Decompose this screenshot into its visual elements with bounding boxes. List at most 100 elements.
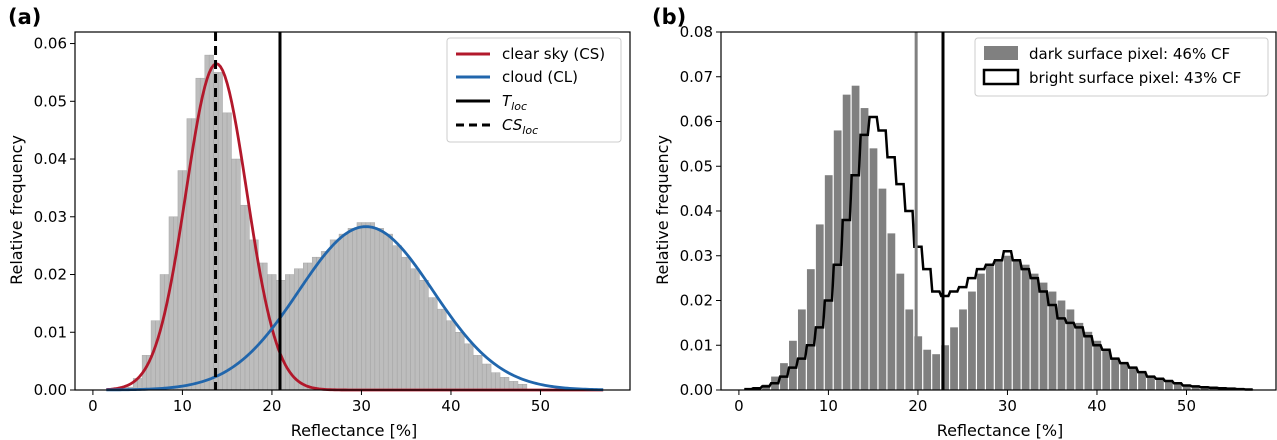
histogram-bar — [329, 239, 335, 391]
histogram-bar — [361, 222, 367, 391]
legend-t-loc-base: T — [502, 92, 513, 110]
y-tick-label: 0.03 — [34, 208, 67, 226]
filled-bar — [1138, 372, 1146, 390]
legend-cs-loc-base: CS — [502, 116, 523, 134]
filled-bar — [878, 188, 887, 391]
y-tick-label: 0.04 — [34, 150, 67, 168]
histogram-bar — [437, 308, 443, 391]
y-tick-label: 0.07 — [680, 68, 713, 86]
filled-bar — [923, 349, 932, 390]
x-tick-label: 50 — [1177, 397, 1196, 415]
histogram-bar — [495, 372, 501, 391]
histogram-bar — [419, 280, 425, 391]
histogram-bar — [397, 245, 402, 391]
histogram-bar — [414, 268, 420, 391]
y-tick-label: 0.00 — [680, 381, 713, 399]
y-tick-label: 0.01 — [680, 336, 713, 354]
panel-b-xlabel: Reflectance [%] — [937, 421, 1064, 440]
x-tick-label: 40 — [1087, 397, 1106, 415]
legend-label-t-loc: Tloc — [502, 92, 527, 113]
y-tick-label: 0.03 — [680, 247, 713, 265]
histogram-bar — [370, 222, 375, 391]
filled-bar — [1129, 367, 1137, 391]
panel-a-legend: clear sky (CS) cloud (CL) Tloc CSloc — [446, 37, 622, 143]
histogram-bar — [294, 268, 299, 391]
histogram-bar — [235, 158, 241, 391]
panel-a-xlabel: Reflectance [%] — [291, 421, 418, 440]
histogram-bar — [450, 320, 456, 391]
y-tick-label: 0.02 — [34, 266, 67, 284]
filled-bar — [1066, 309, 1075, 390]
histogram-bar — [311, 256, 317, 391]
filled-bar — [833, 130, 842, 390]
legend-label-clear-sky: clear sky (CS) — [502, 45, 605, 63]
legend-label-cloud: cloud (CL) — [502, 68, 578, 86]
histogram-bar — [365, 222, 371, 391]
histogram-bar — [410, 268, 416, 391]
filled-bar — [842, 94, 851, 391]
filled-bar — [1039, 282, 1048, 390]
histogram-bar — [405, 256, 411, 391]
filled-bar — [1084, 331, 1093, 390]
histogram-bar — [482, 363, 487, 391]
histogram-bar — [352, 228, 358, 391]
filled-bar — [994, 260, 1003, 390]
histogram-bar — [200, 77, 205, 391]
histogram-bar — [343, 233, 349, 391]
histogram-bar — [473, 355, 478, 391]
filled-bar — [1048, 291, 1057, 390]
histogram-bar — [204, 54, 210, 391]
filled-bar — [914, 336, 923, 390]
panel-b: (b) 0 10 20 30 40 500.000.010.020.030.040.050… — [652, 5, 1277, 440]
filled-bar — [1165, 381, 1173, 390]
histogram-bar — [374, 228, 380, 391]
legend-cs-loc-sub: loc — [522, 124, 538, 137]
legend-swatch-dark-surface — [984, 46, 1018, 60]
histogram-bar — [280, 280, 286, 391]
y-tick-label: 0.08 — [680, 23, 713, 41]
histogram-bar — [316, 256, 322, 391]
panel-a-plot-area — [106, 32, 604, 392]
histogram-bar — [477, 355, 483, 391]
filled-bar — [860, 108, 869, 390]
filled-bar — [977, 273, 985, 390]
x-tick-label: 10 — [819, 397, 838, 415]
filled-bar — [806, 269, 815, 390]
panel-b-legend: dark surface pixel: 46% CF bright surfac… — [974, 37, 1269, 97]
histogram-bar — [356, 222, 362, 391]
histogram-bar — [423, 280, 429, 391]
filled-bar — [1120, 363, 1128, 390]
x-tick-label: 0 — [734, 397, 744, 415]
filled-bar — [1191, 385, 1200, 390]
x-tick-label: 30 — [998, 397, 1017, 415]
histogram-bar — [168, 216, 174, 391]
histogram-bar — [499, 377, 505, 391]
panel-a-axes: 0 10 20 30 40 50 0.00 0.01 0.02 0.03 0.04 0.05 0.06 — [34, 31, 631, 415]
filled-bar — [941, 345, 949, 390]
histogram-bar — [446, 320, 452, 391]
histogram-bar — [226, 112, 232, 391]
histogram-bar — [249, 239, 255, 391]
legend-label-cs-loc: CSloc — [502, 116, 538, 137]
histogram-bar — [504, 377, 510, 391]
histogram-bar — [455, 332, 460, 391]
y-tick-label: 0.06 — [34, 35, 67, 53]
filled-bar — [1030, 273, 1039, 390]
filled-bar — [905, 309, 914, 390]
histogram-bar — [334, 239, 340, 391]
filled-bar — [1057, 300, 1066, 390]
y-tick-label: 0.02 — [680, 292, 713, 310]
filled-bar — [1021, 264, 1030, 390]
panel-a-label: (a) — [8, 5, 41, 29]
panel-a-ylabel: Relative frequency — [7, 135, 26, 285]
filled-bar — [1156, 378, 1164, 390]
filled-bar — [815, 224, 824, 390]
histogram-bar — [388, 233, 393, 391]
x-tick-label: 20 — [262, 397, 281, 415]
histogram-bar — [177, 170, 183, 391]
y-tick-label: 0.06 — [680, 113, 713, 131]
filled-bar — [1093, 340, 1102, 390]
filled-bar — [789, 340, 797, 390]
x-tick-label: 20 — [908, 397, 927, 415]
